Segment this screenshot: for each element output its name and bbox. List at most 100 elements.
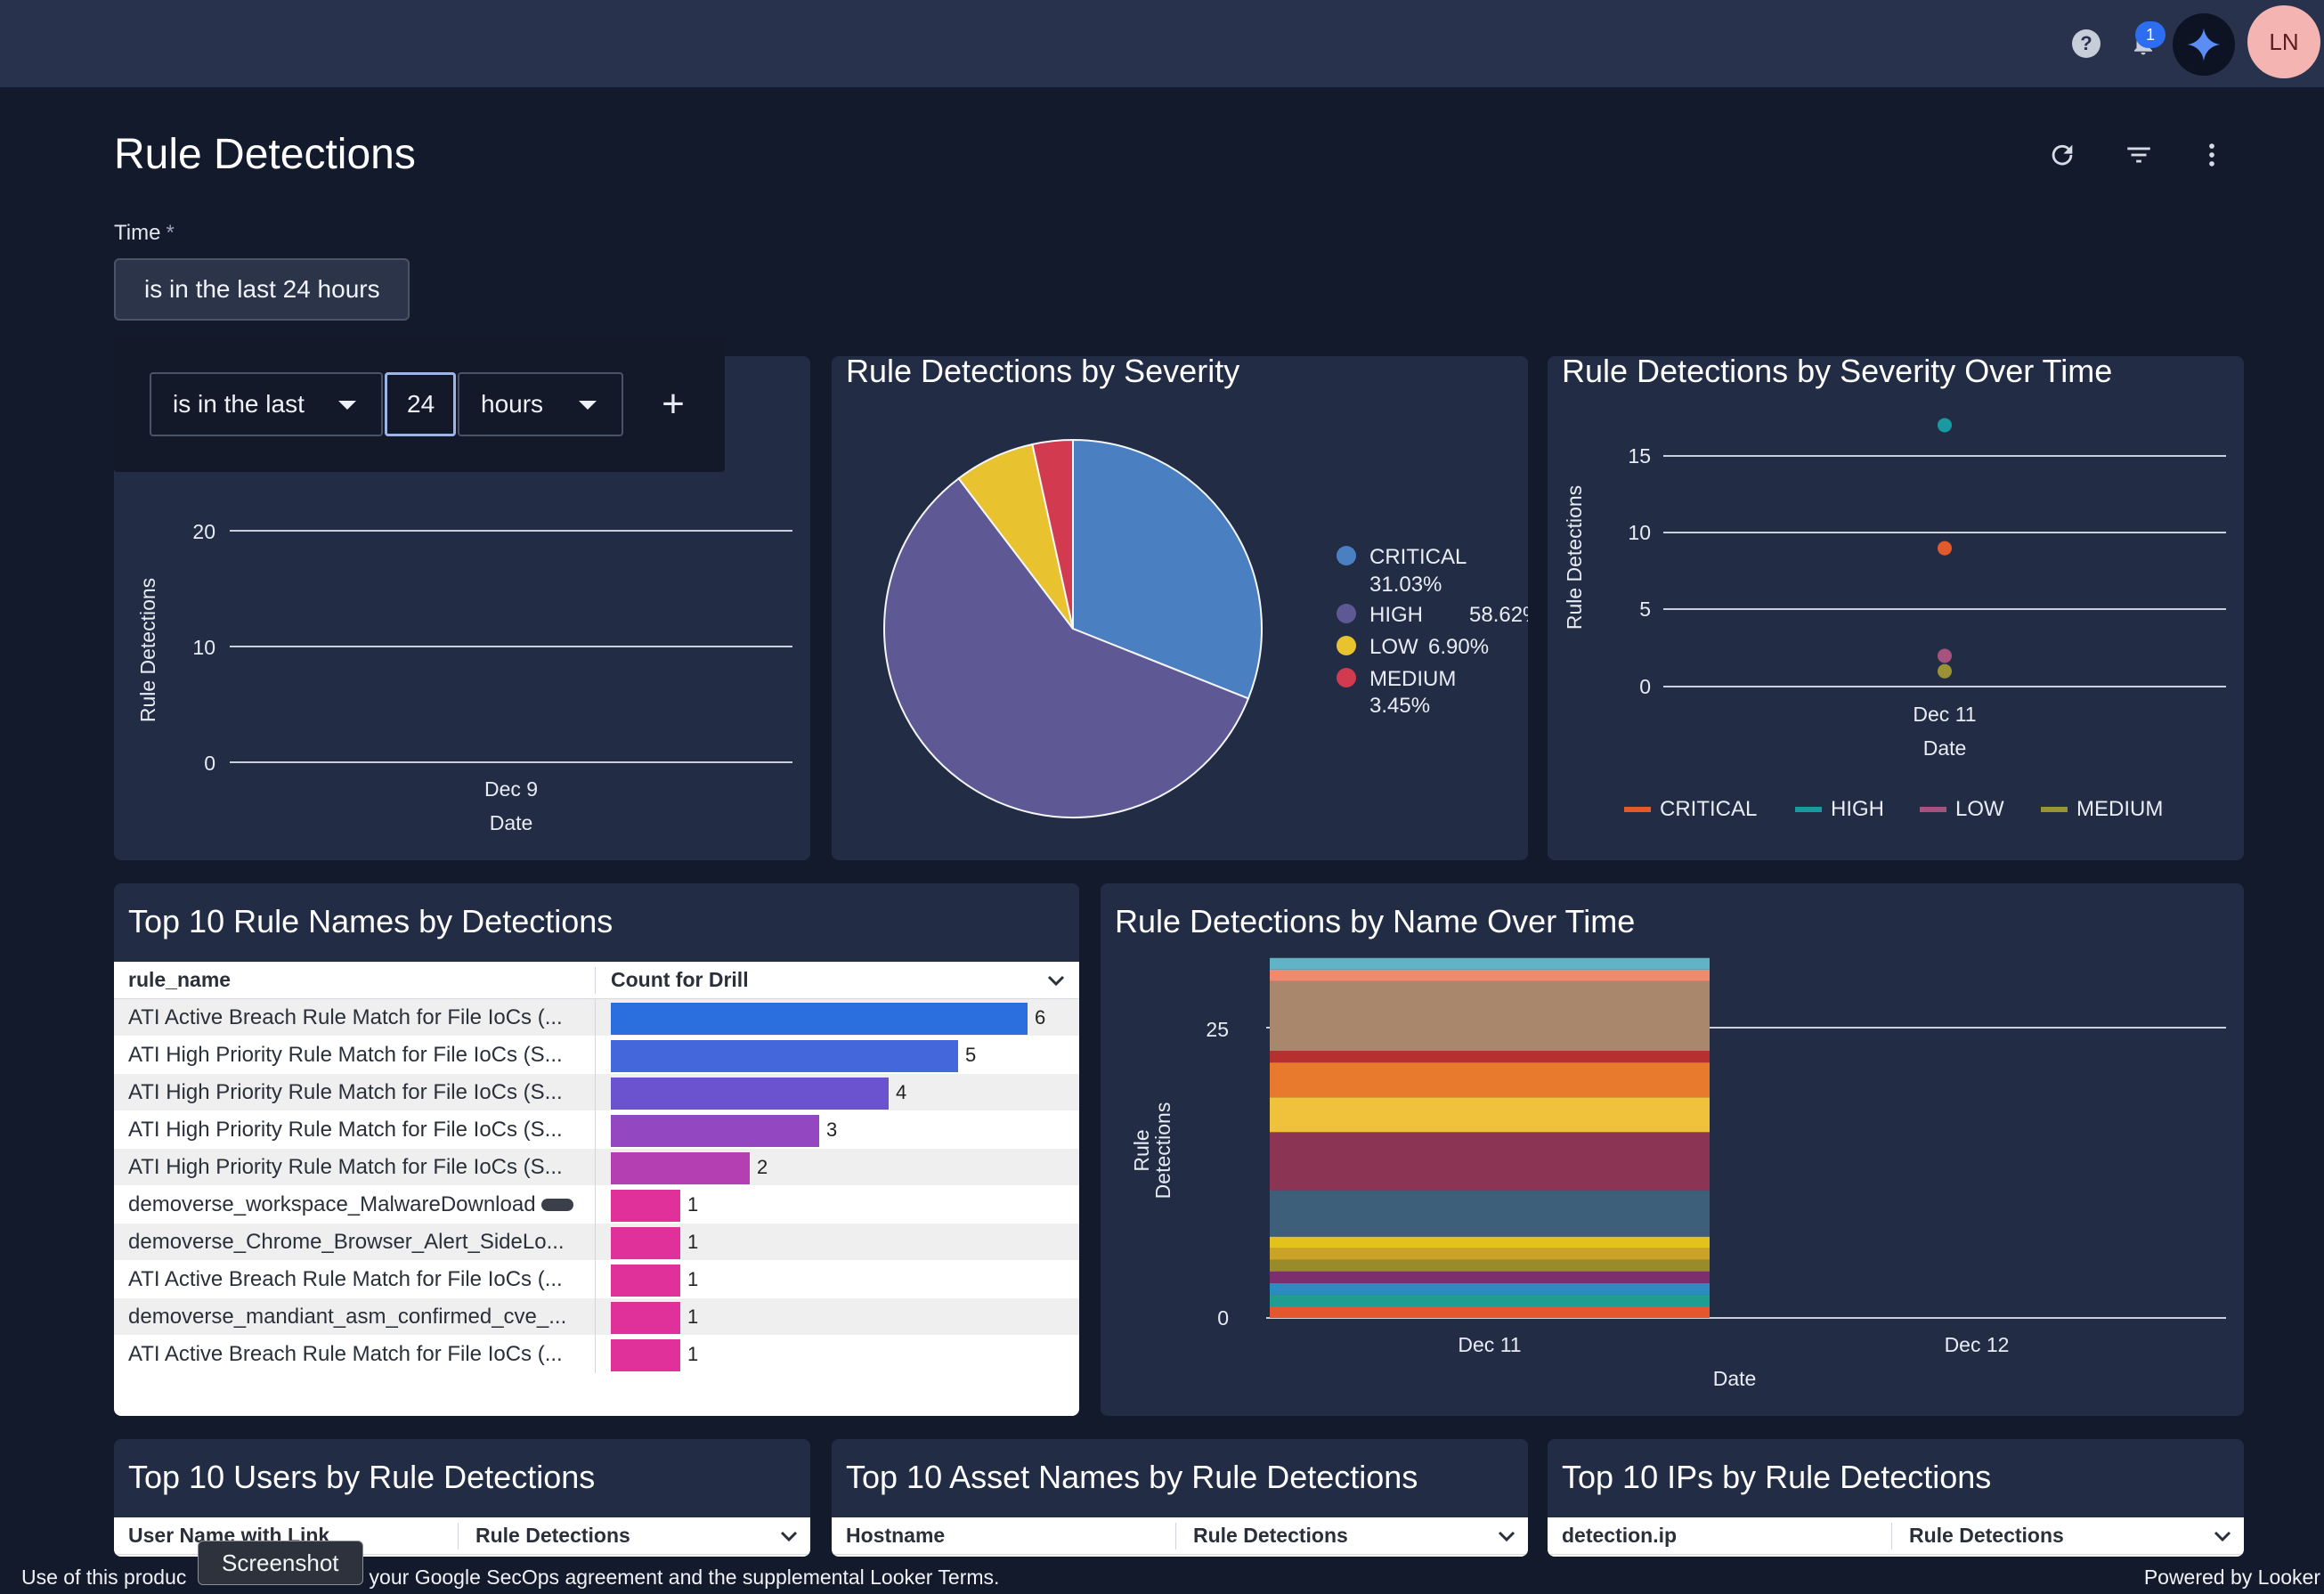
user-avatar[interactable]: LN (2247, 5, 2320, 78)
legend-low: LOW (1955, 797, 2004, 821)
y-axis-label: Rule Detections (1563, 485, 1586, 630)
rule-name-cell[interactable]: ATI Active Breach Rule Match for File Io… (128, 1341, 563, 1366)
column-divider (1175, 1523, 1176, 1549)
stack-segment[interactable] (1270, 1190, 1710, 1237)
count-bar[interactable] (611, 1265, 680, 1297)
stack-segment[interactable] (1270, 1282, 1710, 1295)
column-divider (595, 999, 596, 1037)
table-row[interactable]: ATI Active Breach Rule Match for File Io… (114, 1261, 1079, 1298)
table-row[interactable]: ATI Active Breach Rule Match for File Io… (114, 1336, 1079, 1373)
table-row[interactable]: demoverse_workspace_MalwareDownload 1 (114, 1186, 1079, 1224)
amount-input[interactable]: 24 (385, 372, 456, 436)
stack-segment[interactable] (1270, 1062, 1710, 1098)
count-bar[interactable] (611, 1152, 750, 1184)
column-hostname[interactable]: Hostname (846, 1524, 946, 1547)
count-value: 1 (687, 1343, 699, 1365)
count-bar[interactable] (611, 1078, 889, 1110)
stack-segment[interactable] (1270, 1248, 1710, 1260)
rule-name-cell[interactable]: demoverse_workspace_MalwareDownload (128, 1192, 573, 1217)
operator-select[interactable]: is in the last (150, 372, 383, 436)
pie-slice-medium[interactable] (1031, 438, 1074, 630)
y-tick-20: 20 (192, 520, 215, 543)
column-count-for-drill[interactable]: Count for Drill (611, 968, 749, 991)
table-row[interactable]: ATI High Priority Rule Match for File Io… (114, 1149, 1079, 1186)
rule-name-cell[interactable]: ATI Active Breach Rule Match for File Io… (128, 1004, 563, 1029)
count-bar[interactable] (611, 1339, 680, 1371)
more-vert-icon[interactable] (2192, 135, 2231, 175)
point-medium[interactable] (1938, 663, 1952, 679)
rule-name-cell[interactable]: demoverse_Chrome_Browser_Alert_SideLo... (128, 1229, 565, 1254)
x-axis-label: Date (1713, 1367, 1757, 1390)
stack-segment[interactable] (1270, 1236, 1710, 1248)
stack-segment[interactable] (1270, 1132, 1710, 1191)
rule-name-cell[interactable]: ATI High Priority Rule Match for File Io… (128, 1079, 563, 1104)
count-bar[interactable] (611, 1227, 680, 1259)
time-filter-chip[interactable]: is in the last 24 hours (114, 258, 410, 321)
stack-segment[interactable] (1270, 980, 1710, 1052)
point-low[interactable] (1938, 648, 1952, 663)
chevron-down-icon[interactable] (780, 1530, 798, 1542)
filter-icon[interactable] (2119, 135, 2158, 175)
unit-value: hours (481, 390, 544, 418)
x-tick-dec11: Dec 11 (1458, 1333, 1521, 1356)
footer-terms: Use of this produc o your Google SecOps a… (21, 1566, 999, 1590)
table-header: User Name with Link Rule Detections (114, 1517, 810, 1555)
y-tick-0: 0 (1639, 675, 1651, 698)
unit-select[interactable]: hours (458, 372, 623, 436)
table-row[interactable]: ATI High Priority Rule Match for File Io… (114, 1074, 1079, 1111)
legend-high: HIGH (1831, 797, 1884, 821)
table-header: rule_name Count for Drill (114, 962, 1079, 999)
severity-pie-chart: CRITICAL 31.03% HIGH 58.62% LOW 6.90% ME… (883, 438, 1528, 818)
stack-segment[interactable] (1270, 1271, 1710, 1283)
legend-medium-swatch (2041, 807, 2068, 812)
pie-slice-critical[interactable] (1072, 438, 1263, 700)
chevron-down-icon[interactable] (1047, 974, 1065, 987)
stack-segment[interactable] (1270, 969, 1710, 981)
count-bar[interactable] (611, 1040, 958, 1072)
legend-medium-label: MEDIUM (1369, 667, 1456, 691)
point-critical[interactable] (1938, 541, 1952, 556)
column-rule-detections[interactable]: Rule Detections (475, 1524, 630, 1547)
y-tick-10: 10 (192, 636, 215, 659)
column-rule-detections[interactable]: Rule Detections (1909, 1524, 2064, 1547)
rule-name-cell[interactable]: ATI High Priority Rule Match for File Io… (128, 1042, 563, 1067)
help-icon[interactable]: ? (2064, 21, 2109, 66)
stack-segment[interactable] (1270, 1259, 1710, 1272)
powered-by-looker[interactable]: Powered by Looker (2143, 1566, 2320, 1589)
point-high[interactable] (1938, 418, 1952, 433)
operator-value: is in the last (173, 390, 305, 418)
chevron-down-icon[interactable] (2214, 1530, 2231, 1542)
table-row[interactable]: demoverse_mandiant_asm_confirmed_cve_...… (114, 1298, 1079, 1336)
gemini-sparkle-icon[interactable] (2173, 13, 2235, 76)
pie-slice-high[interactable] (883, 476, 1250, 818)
column-rule-detections[interactable]: Rule Detections (1193, 1524, 1348, 1547)
screenshot-tooltip: Screenshot (198, 1541, 363, 1585)
column-detection-ip[interactable]: detection.ip (1562, 1524, 1678, 1547)
table-row[interactable]: ATI Active Breach Rule Match for File Io… (114, 999, 1079, 1037)
rule-name-cell[interactable]: ATI High Priority Rule Match for File Io… (128, 1117, 563, 1142)
stack-segment[interactable] (1270, 1051, 1710, 1063)
table-row[interactable]: ATI High Priority Rule Match for File Io… (114, 1037, 1079, 1074)
column-rule-name[interactable]: rule_name (128, 968, 232, 991)
stack-segment[interactable] (1270, 957, 1710, 970)
legend-low-swatch (1920, 807, 1946, 812)
stack-segment[interactable] (1270, 1294, 1710, 1306)
add-condition-button[interactable]: + (662, 382, 685, 426)
chevron-down-icon[interactable] (1498, 1530, 1515, 1542)
rule-name-cell[interactable]: ATI Active Breach Rule Match for File Io… (128, 1266, 563, 1291)
name-over-time-chart: 25 0 Dec 11 Dec 12 Date Rule Detections (1130, 957, 2226, 1390)
rule-name-cell[interactable]: ATI High Priority Rule Match for File Io… (128, 1154, 563, 1179)
stack-segment[interactable] (1270, 1305, 1710, 1318)
name-over-time-panel: Rule Detections by Name Over Time 25 0 D… (1101, 883, 2244, 1416)
count-bar[interactable] (611, 1190, 680, 1222)
count-bar[interactable] (611, 1115, 819, 1147)
table-row[interactable]: demoverse_Chrome_Browser_Alert_SideLo...… (114, 1224, 1079, 1261)
count-bar[interactable] (611, 1003, 1028, 1035)
count-bar[interactable] (611, 1302, 680, 1334)
stack-segment[interactable] (1270, 1097, 1710, 1133)
rule-name-cell[interactable]: demoverse_mandiant_asm_confirmed_cve_... (128, 1304, 567, 1329)
count-value: 5 (965, 1044, 977, 1066)
refresh-icon[interactable] (2043, 135, 2082, 175)
footer-terms-b[interactable]: o your Google SecOps agreement and the s… (352, 1566, 1000, 1589)
table-row[interactable]: ATI High Priority Rule Match for File Io… (114, 1111, 1079, 1149)
